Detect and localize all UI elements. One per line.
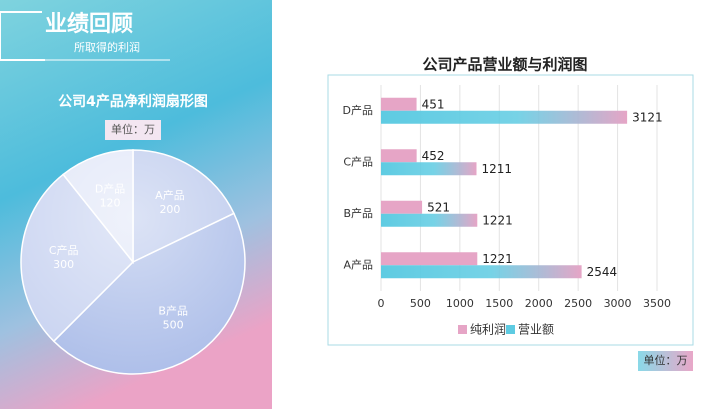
legend-swatch: [506, 325, 515, 334]
slice-name: C产品: [49, 243, 79, 257]
bar-chart: 公司产品营业额与利润图 0 500 1000 1500 2000 2500 3000 3500 A…: [343, 56, 693, 371]
bar: [381, 97, 417, 111]
slice-value: 500: [163, 319, 184, 332]
bar: [381, 110, 628, 124]
slice-name: D产品: [95, 181, 125, 195]
legend-label: 纯利润: [470, 323, 506, 337]
bar: [381, 252, 478, 266]
value-label: 2544: [587, 265, 618, 279]
value-label: 1221: [482, 213, 513, 227]
y-tick-label: C产品: [343, 154, 373, 168]
chart-title: 公司产品营业额与利润图: [422, 56, 587, 74]
slice-name: B产品: [158, 304, 188, 318]
slice-value: 300: [53, 258, 74, 271]
x-tick-label: 2500: [564, 297, 592, 310]
slice-name: A产品: [155, 188, 185, 202]
x-tick-label: 1500: [485, 297, 513, 310]
value-label: 1221: [482, 252, 513, 266]
bar: [381, 200, 423, 214]
x-tick-label: 2000: [525, 297, 553, 310]
y-tick-label: A产品: [343, 257, 373, 271]
bar: [381, 162, 477, 176]
chart-frame: [327, 74, 694, 346]
bar: [381, 265, 582, 279]
bar: [381, 213, 478, 227]
x-tick-label: 3500: [643, 297, 671, 310]
unit-label: 单位：万: [111, 122, 155, 136]
x-tick-label: 0: [378, 297, 385, 310]
slide-title: 业绩回顾: [45, 11, 133, 37]
slice-value: 120: [100, 196, 121, 209]
value-label: 521: [427, 200, 450, 214]
value-label: 451: [422, 97, 445, 111]
legend-label: 营业额: [518, 323, 554, 337]
x-tick-label: 3000: [604, 297, 632, 310]
y-tick-label: D产品: [343, 103, 373, 117]
unit-box: [638, 351, 693, 371]
unit-label: 单位：万: [644, 353, 688, 367]
value-label: 452: [422, 149, 445, 163]
slice-value: 200: [159, 203, 180, 216]
unit-box: [105, 120, 161, 140]
legend-swatch: [458, 325, 467, 334]
y-tick-label: B产品: [343, 206, 373, 220]
x-tick-label: 1000: [446, 297, 474, 310]
slide-subtitle: 所取得的利润: [74, 40, 140, 54]
value-label: 1211: [481, 162, 512, 176]
x-tick-label: 500: [410, 297, 431, 310]
value-label: 3121: [632, 110, 663, 124]
decor: [0, 11, 45, 61]
bar: [381, 149, 417, 163]
pie-title: 公司4产品净利润扇形图: [58, 93, 208, 110]
